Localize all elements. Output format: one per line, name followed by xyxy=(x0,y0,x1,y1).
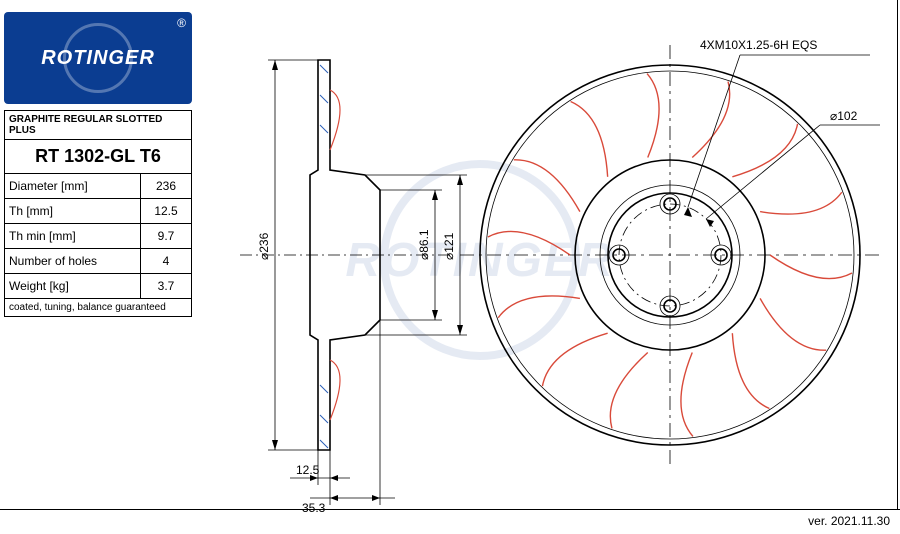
dim-hub-outer: ⌀121 xyxy=(442,232,456,260)
spec-value: 4 xyxy=(141,249,191,273)
page-divider-right xyxy=(897,0,898,510)
spec-table: GRAPHITE REGULAR SLOTTED PLUS RT 1302-GL… xyxy=(4,110,192,317)
spec-label: Th min [mm] xyxy=(5,224,141,248)
spec-value: 12.5 xyxy=(141,199,191,223)
spec-row: Weight [kg]3.7 xyxy=(5,274,191,299)
spec-value: 3.7 xyxy=(141,274,191,298)
dim-hub-inner: ⌀86.1 xyxy=(417,229,431,260)
dim-offset: 35.3 xyxy=(302,501,326,515)
spec-label: Th [mm] xyxy=(5,199,141,223)
dim-bolt-circle: ⌀102 xyxy=(830,109,858,123)
bolt-spec: 4XM10X1.25-6H EQS xyxy=(700,38,817,52)
dim-thickness: 12.5 xyxy=(296,463,320,477)
spec-row: Diameter [mm]236 xyxy=(5,174,191,199)
brand-logo: ROTINGER ® xyxy=(4,12,192,104)
spec-value: 236 xyxy=(141,174,191,198)
spec-row: Th min [mm]9.7 xyxy=(5,224,191,249)
dim-outer-dia: ⌀236 xyxy=(257,232,271,260)
version-label: ver. 2021.11.30 xyxy=(808,514,890,528)
page-divider xyxy=(0,509,900,510)
product-line: GRAPHITE REGULAR SLOTTED PLUS xyxy=(5,111,191,140)
spec-label: Weight [kg] xyxy=(5,274,141,298)
spec-row: Number of holes4 xyxy=(5,249,191,274)
spec-label: Diameter [mm] xyxy=(5,174,141,198)
technical-drawing: ⌀236 ⌀86.1 ⌀121 12.5 35.3 xyxy=(200,0,900,520)
spec-value: 9.7 xyxy=(141,224,191,248)
spec-label: Number of holes xyxy=(5,249,141,273)
part-number: RT 1302-GL T6 xyxy=(5,140,191,174)
spec-row: Th [mm]12.5 xyxy=(5,199,191,224)
spec-notes: coated, tuning, balance guaranteed xyxy=(5,299,191,316)
